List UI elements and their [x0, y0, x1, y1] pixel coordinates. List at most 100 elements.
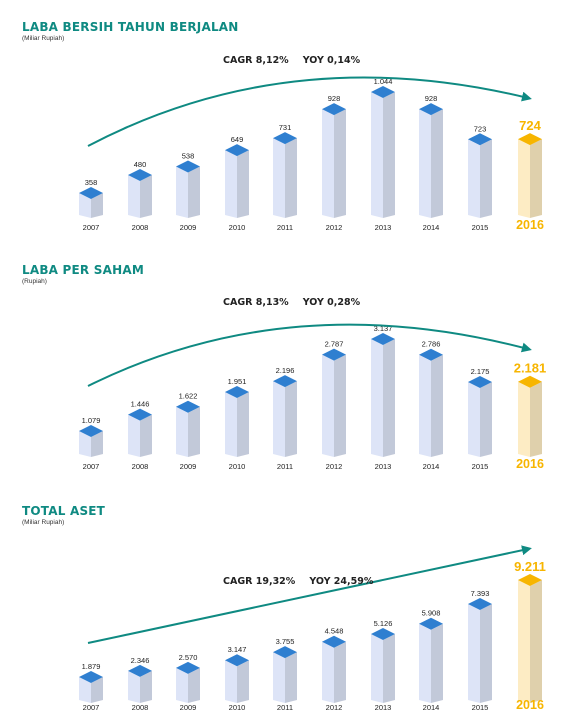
cagr-label: CAGR 8,13%: [223, 297, 289, 308]
trend-arrow: [87, 323, 532, 387]
bar-group-2013: 5.126 2013: [371, 619, 395, 712]
trend-arrow: [87, 545, 532, 644]
bar-group-2015: 7.393 2015: [468, 589, 492, 712]
bar-left-face: [518, 580, 530, 703]
chart-unit: (Rupiah): [22, 278, 47, 285]
value-label: 5.126: [374, 619, 393, 628]
value-label: 480: [134, 160, 147, 169]
bar-top: [419, 348, 443, 361]
bar-group-2008: 2.346 2008: [128, 656, 152, 712]
bar-group-2016: 9.211 2016: [514, 559, 546, 712]
bar-top: [273, 132, 297, 145]
category-label: 2016: [516, 218, 544, 232]
bar-left-face: [371, 339, 383, 457]
bar-right-face: [334, 641, 346, 703]
bar-top: [79, 425, 103, 437]
panel-laba-per-saham: LABA PER SAHAM (Rupiah) 1.079 2007 1.446 20…: [0, 263, 571, 478]
value-label: 2.570: [179, 653, 198, 662]
category-label: 2016: [516, 457, 544, 471]
bar-chart-total-aset: 1.879 2007 2.346 2008 2.570 2009 3.147 2010 3.75…: [79, 545, 546, 712]
value-label: 724: [519, 118, 541, 133]
bar-top: [273, 375, 297, 388]
bar-top: [322, 635, 346, 648]
category-label: 2011: [277, 462, 293, 471]
category-label: 2015: [472, 703, 489, 712]
bar-left-face: [176, 166, 188, 218]
bar-left-face: [273, 652, 285, 703]
cagr-label: CAGR 19,32%: [223, 576, 296, 587]
bar-left-face: [419, 109, 431, 218]
value-label: 2.786: [422, 340, 441, 349]
bar-right-face: [188, 667, 200, 703]
bar-group-2012: 928 2012: [322, 94, 346, 232]
bar-group-2013: 1.044 2013: [371, 77, 395, 232]
bar-group-2009: 1.622 2009: [176, 392, 200, 471]
bar-group-2009: 538 2009: [176, 151, 200, 232]
value-label: 9.211: [514, 559, 546, 574]
bar-left-face: [79, 677, 91, 703]
bar-top: [371, 86, 395, 98]
category-label: 2011: [277, 703, 293, 712]
bar-right-face: [334, 109, 346, 218]
bar-left-face: [371, 92, 383, 218]
category-label: 2008: [132, 462, 149, 471]
bar-top: [468, 598, 492, 611]
chart-unit: (Miliar Rupiah): [22, 35, 65, 42]
value-label: 358: [85, 178, 98, 187]
category-label: 2009: [180, 703, 197, 712]
value-label: 731: [279, 123, 292, 132]
value-label: 538: [182, 151, 195, 160]
bar-group-2007: 358 2007: [79, 178, 103, 232]
value-label: 7.393: [471, 589, 490, 598]
bar-group-2011: 731 2011: [273, 123, 297, 232]
bar-left-face: [176, 406, 188, 457]
bar-group-2011: 3.755 2011: [273, 637, 297, 712]
cagr-label: CAGR 8,12%: [223, 55, 289, 66]
panel-total-aset: TOTAL ASET (Miliar Rupiah) 1.879 2007 2.34…: [0, 504, 571, 725]
category-label: 2008: [132, 703, 149, 712]
value-label: 1.951: [228, 377, 247, 386]
bar-left-face: [518, 139, 530, 218]
value-label: 1.044: [374, 77, 393, 86]
category-label: 2007: [83, 703, 100, 712]
bar-left-face: [128, 670, 140, 703]
chart-unit: (Miliar Rupiah): [22, 519, 65, 526]
bar-right-face: [237, 150, 249, 218]
category-label: 2012: [326, 462, 343, 471]
bar-group-2008: 480 2008: [128, 160, 152, 232]
bar-right-face: [285, 652, 297, 703]
cagr-yoy-annotation: CAGR 8,12% YOY 0,14%: [223, 55, 361, 66]
value-label: 3.147: [228, 645, 247, 654]
bar-right-face: [91, 677, 103, 703]
value-label: 3.755: [276, 637, 295, 646]
bar-right-face: [140, 670, 152, 703]
bar-right-face: [237, 660, 249, 703]
value-label: 1.079: [82, 416, 101, 425]
bar-group-2015: 2.175 2015: [468, 367, 492, 471]
bar-right-face: [140, 175, 152, 218]
value-label: 2.346: [131, 656, 150, 665]
category-label: 2015: [472, 462, 489, 471]
bar-top: [518, 375, 542, 388]
category-label: 2013: [375, 703, 392, 712]
bar-chart-laba-bersih: 358 2007 480 2008 538 2009 649 2010 731 2011 928 20…: [79, 55, 544, 232]
bar-top: [225, 654, 249, 667]
bar-top: [176, 160, 200, 173]
bar-top: [468, 376, 492, 389]
category-label: 2010: [229, 462, 246, 471]
value-label: 1.622: [179, 392, 198, 401]
bar-chart-laba-per-saham: 1.079 2007 1.446 2008 1.622 2009 1.951 2010 2.19…: [79, 297, 546, 471]
bar-top: [273, 646, 297, 659]
bar-top: [225, 386, 249, 399]
bar-left-face: [419, 623, 431, 703]
value-label: 2.196: [276, 366, 295, 375]
bar-group-2011: 2.196 2011: [273, 366, 297, 471]
bar-left-face: [371, 634, 383, 703]
value-label: 2.787: [325, 340, 344, 349]
bar-top: [128, 664, 152, 677]
bar-left-face: [128, 414, 140, 457]
bar-right-face: [480, 604, 492, 703]
category-label: 2015: [472, 223, 489, 232]
bar-group-2015: 723 2015: [468, 124, 492, 232]
bar-top: [468, 133, 492, 146]
